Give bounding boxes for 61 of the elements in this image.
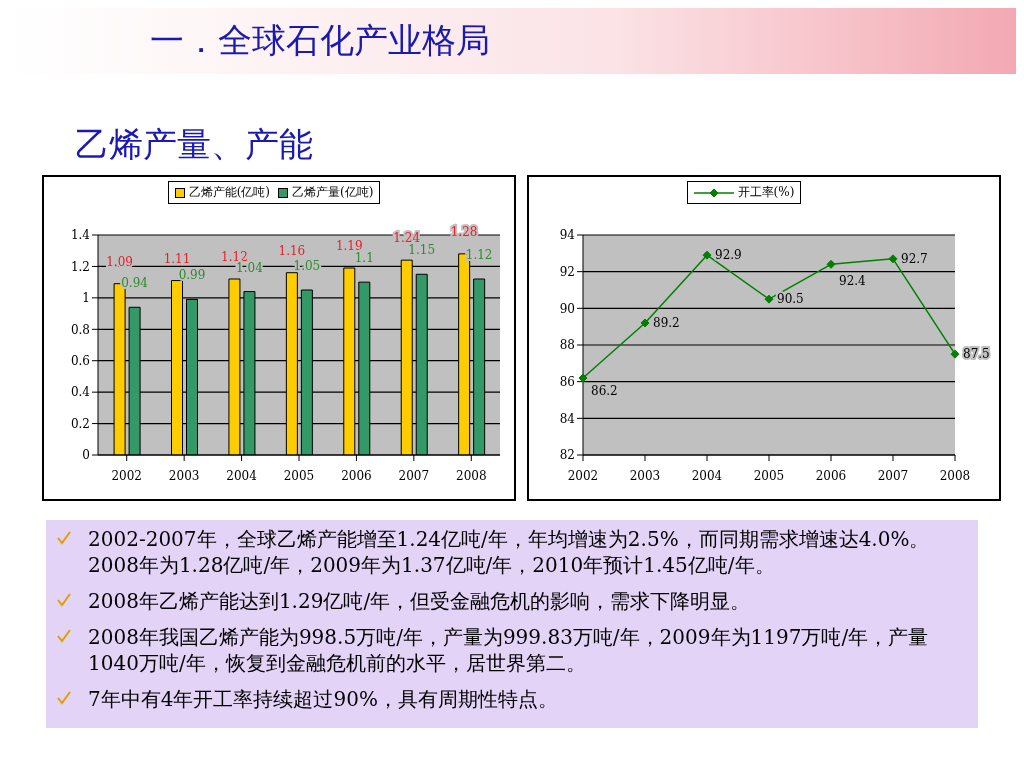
y-tick-label: 0.4 <box>70 385 91 400</box>
legend-label: 乙烯产量(亿吨) <box>291 184 374 201</box>
x-tick-label: 2005 <box>753 468 785 483</box>
x-tick-label: 2006 <box>815 468 847 483</box>
y-tick-label: 0.2 <box>70 416 90 431</box>
text: 一．全球石化产业格局 <box>150 19 490 62</box>
point <box>888 254 898 264</box>
y-tick-label: 84 <box>559 411 576 426</box>
y-tick-label: 94 <box>559 228 576 243</box>
data-label: 92.9 <box>715 248 742 263</box>
x-tick-label: 2006 <box>341 468 372 483</box>
y-tick-label: 86 <box>559 374 575 389</box>
point <box>950 349 960 359</box>
data-label: 86.2 <box>591 383 618 398</box>
y-tick-label: 1 <box>82 291 90 306</box>
data-label: 1.15 <box>408 243 436 258</box>
point <box>764 294 774 304</box>
x-tick-label: 2008 <box>456 468 487 483</box>
point <box>826 259 836 269</box>
y-tick-label: 90 <box>559 301 575 316</box>
data-label: 1.09 <box>106 254 133 269</box>
y-tick-label: 1.4 <box>70 228 91 243</box>
y-tick-label: 82 <box>559 448 575 463</box>
data-label: 0.94 <box>121 276 149 291</box>
data-label: 87.5 <box>963 347 990 362</box>
point <box>702 250 712 260</box>
data-label: 1.19 <box>335 239 363 253</box>
y-tick-label: 0.6 <box>70 353 90 368</box>
text: 乙烯产量、产能 <box>75 123 313 166</box>
x-tick-label: 2004 <box>691 468 723 483</box>
data-label: 92.4 <box>839 273 867 288</box>
x-tick-label: 2002 <box>567 468 599 483</box>
text: 2008年乙烯产能达到1.29亿吨/年，但受金融危机的影响，需求下降明显。 <box>88 588 751 614</box>
data-label: 89.2 <box>653 316 680 331</box>
data-label: 1.12 <box>465 248 493 262</box>
y-tick-label: 88 <box>559 338 575 353</box>
x-tick-label: 2003 <box>168 468 200 483</box>
y-tick-label: 0.8 <box>70 322 90 337</box>
y-tick-label: 0 <box>82 448 90 463</box>
data-label: 1.11 <box>163 251 191 266</box>
y-tick-label: 92 <box>559 264 575 279</box>
point <box>640 318 650 328</box>
x-tick-label: 2008 <box>939 468 971 483</box>
x-tick-label: 2004 <box>226 468 258 483</box>
text: 7年中有4年开工率持续超过90%，具有周期性特点。 <box>88 686 558 712</box>
data-label: 1.12 <box>221 250 248 264</box>
x-tick-label: 2007 <box>398 468 430 483</box>
data-label: 0.99 <box>178 268 206 283</box>
data-label: 1.16 <box>278 243 306 258</box>
x-tick-label: 2002 <box>111 468 142 483</box>
data-label: 1.1 <box>354 251 374 266</box>
text: 2002-2007年，全球乙烯产能增至1.24亿吨/年，年均增速为2.5%，而同期需求增速达4.0%。2008年为1.28亿吨/年，2009年为1.37亿吨/年，2010年预计1.45亿吨/年。 <box>88 526 931 578</box>
legend-label: 开工率(%) <box>736 184 795 201</box>
legend-label: 乙烯产能(亿吨) <box>187 184 270 201</box>
data-label: 90.5 <box>777 292 804 307</box>
data-label: 92.7 <box>901 252 928 267</box>
x-tick-label: 2007 <box>877 468 909 483</box>
x-tick-label: 2005 <box>283 468 315 483</box>
text: 2008年我国乙烯产能为998.5万吨/年，产量为999.83万吨/年，2009年为1197万吨/年，产量1040万吨/年，恢复到金融危机前的水平，居世界第二。 <box>88 624 930 676</box>
y-tick-label: 1.2 <box>70 259 90 274</box>
x-tick-label: 2003 <box>629 468 661 483</box>
